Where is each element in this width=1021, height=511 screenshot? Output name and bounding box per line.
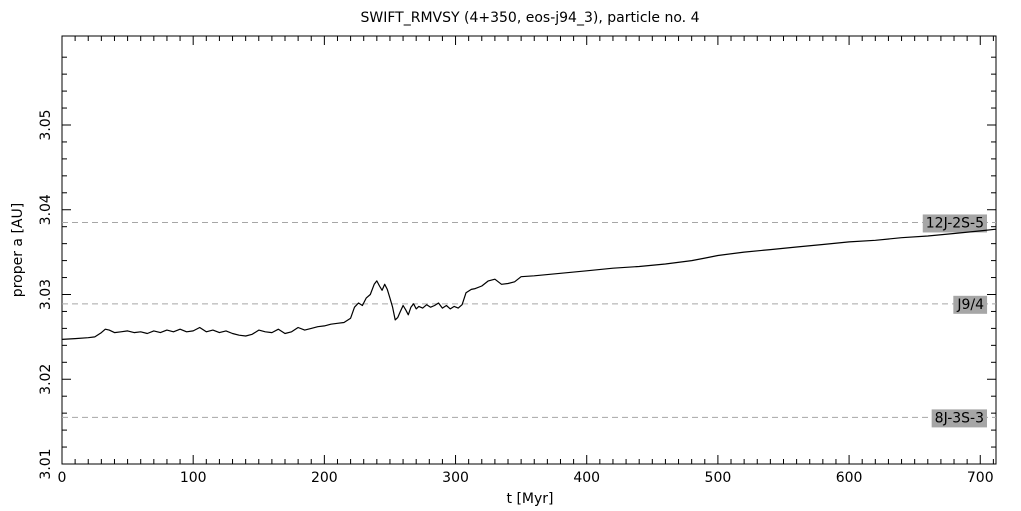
x-tick-label: 100 bbox=[180, 470, 207, 486]
x-tick-label: 300 bbox=[442, 470, 469, 486]
y-tick-label: 3.01 bbox=[38, 448, 54, 479]
x-tick-label: 200 bbox=[311, 470, 338, 486]
x-tick-label: 0 bbox=[58, 470, 67, 486]
y-tick-label: 3.02 bbox=[38, 364, 54, 395]
y-tick-label: 3.05 bbox=[38, 109, 54, 140]
x-axis-label: t [Myr] bbox=[507, 491, 554, 507]
y-axis-label: proper a [AU] bbox=[10, 203, 26, 297]
ticks-layer: 0 100 200 300 400 500 600 700 3.01 3.02 3.03 3.04 3.… bbox=[38, 36, 996, 486]
resonance-layer: 12J-2S-5 J9/4 8J-3S-3 bbox=[62, 214, 996, 428]
x-tick-label: 700 bbox=[967, 470, 994, 486]
y-tick-label: 3.03 bbox=[38, 279, 54, 310]
resonance-label-box bbox=[922, 214, 987, 233]
resonance-label: 8J-3S-3 bbox=[935, 410, 984, 426]
y-tick-label: 3.04 bbox=[38, 194, 54, 225]
x-tick-label: 400 bbox=[573, 470, 600, 486]
resonance-label-box bbox=[953, 295, 988, 314]
resonance-label: J9/4 bbox=[956, 297, 984, 313]
series-line bbox=[61, 228, 997, 340]
x-tick-label: 500 bbox=[705, 470, 732, 486]
resonance-label: 12J-2S-5 bbox=[926, 215, 984, 231]
chart-title: SWIFT_RMVSY (4+350, eos-j94_3), particle… bbox=[361, 10, 700, 26]
resonance-label-box bbox=[931, 409, 987, 428]
x-tick-label: 600 bbox=[836, 470, 863, 486]
plot-frame bbox=[61, 35, 997, 465]
series-layer bbox=[61, 228, 997, 340]
